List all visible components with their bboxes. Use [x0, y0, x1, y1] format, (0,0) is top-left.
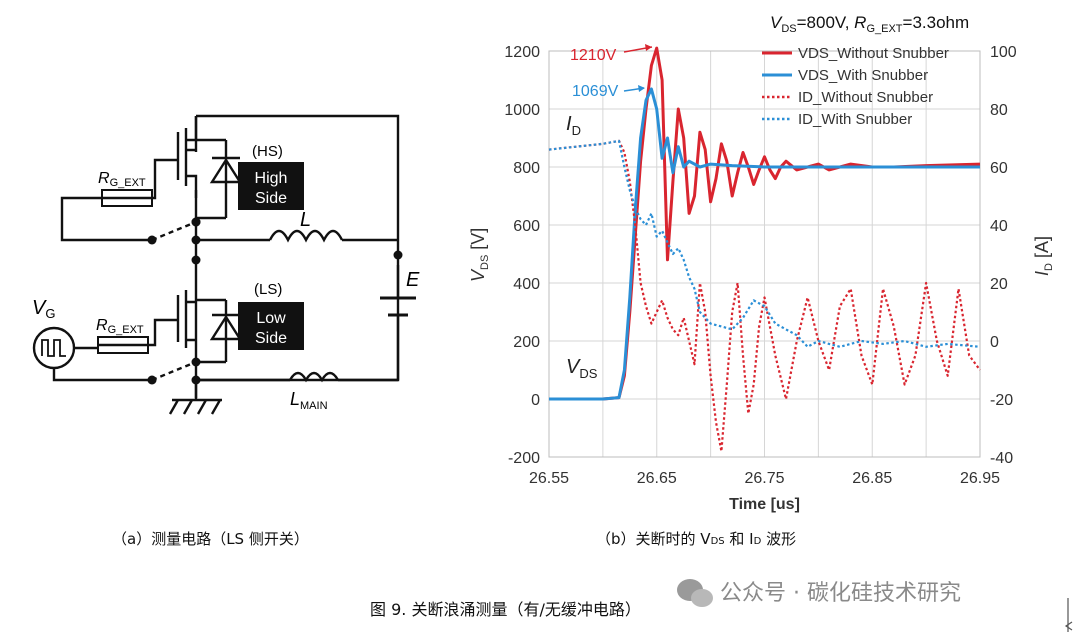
chart-title: VDS=800V, RG_EXT=3.3ohm: [770, 13, 969, 35]
vg-label: VG: [32, 297, 55, 321]
inductor-l-label: L: [300, 209, 311, 231]
peak-label-with-snubber: 1069V: [572, 83, 619, 100]
x-tick-label: 26.55: [529, 470, 569, 487]
caption-a: （a）测量电路（LS 侧开关）: [112, 530, 309, 548]
ls-box-line1: Low: [256, 310, 286, 327]
y-right-tick-label: 20: [990, 276, 1008, 293]
figure-caption: 图 9. 关断浪涌测量（有/无缓冲电路）: [370, 600, 641, 619]
x-tick-label: 26.85: [852, 470, 892, 487]
y-left-tick-label: 1200: [504, 44, 540, 61]
ls-box-line2: Side: [255, 330, 287, 347]
y-right-tick-label: -40: [990, 450, 1013, 467]
legend-entry: VDS_With Snubber: [798, 67, 928, 84]
legend-entry: ID_Without Snubber: [798, 89, 933, 106]
wechat-icon: [677, 579, 713, 607]
y-right-tick-label: -20: [990, 392, 1013, 409]
y-right-tick-label: 100: [990, 44, 1017, 61]
y-left-tick-label: -200: [508, 450, 540, 467]
circuit-diagram: [32, 114, 416, 415]
y-right-tick-label: 40: [990, 218, 1008, 235]
ls-label: (LS): [254, 281, 282, 298]
corner-arrow-icon: [1064, 598, 1073, 632]
y-left-tick-label: 600: [513, 218, 540, 235]
source-e-label: E: [406, 269, 420, 291]
hs-label: (HS): [252, 143, 283, 160]
ls-mosfet: [176, 290, 196, 348]
hs-box: [238, 162, 304, 210]
hs-box-line2: Side: [255, 190, 287, 207]
y-right-tick-label: 80: [990, 102, 1008, 119]
chart-legend: VDS_Without Snubber VDS_With Snubber ID_Wi…: [762, 45, 949, 128]
peak-arrowhead-without: [645, 44, 652, 51]
inductor-l: [268, 229, 344, 243]
x-tick-label: 26.65: [637, 470, 677, 487]
series-line-id-without-snubber: [548, 139, 981, 453]
hs-diode: [196, 138, 243, 220]
id-annotation: ID: [566, 113, 581, 138]
ls-box: [238, 302, 304, 350]
ground-symbol: [168, 380, 222, 415]
caption-b: （b）关断时的 VDS 和 ID 波形: [596, 530, 796, 548]
y-left-tick-label: 200: [513, 334, 540, 351]
series-line-vds-with-snubber: [549, 87, 980, 401]
rg-hs-label: RG_EXT: [98, 170, 146, 189]
legend-entry: ID_With Snubber: [798, 111, 912, 128]
lmain-label: LMAIN: [290, 389, 328, 412]
y-left-tick-label: 1000: [504, 102, 540, 119]
plot-frame: [548, 50, 981, 458]
x-axis-label: Time [us]: [729, 496, 800, 513]
watermark: 公众号 · 碳化硅技术研究: [677, 579, 961, 607]
rg-ls-label: RG_EXT: [96, 317, 144, 336]
y-right-tick-label: 60: [990, 160, 1008, 177]
ls-gate-resistor: [97, 336, 149, 354]
series-line-id-with-snubber: [548, 139, 981, 348]
watermark-text: 公众号 · 碳化硅技术研究: [720, 581, 961, 606]
vds-annotation: VDS: [566, 356, 598, 381]
y-left-tick-label: 0: [531, 392, 540, 409]
inductor-lmain: [288, 371, 340, 383]
hs-mosfet: [176, 116, 198, 198]
legend-entry: VDS_Without Snubber: [798, 45, 949, 62]
peak-arrowhead-with: [638, 85, 645, 92]
x-tick-label: 26.95: [960, 470, 1000, 487]
hs-box-line1: High: [255, 170, 288, 187]
y-right-axis-label: ID [A]: [1032, 236, 1055, 276]
waveform-chart: 26.55 26.65 26.75 26.85 26.95-20002004006008…: [468, 13, 1055, 513]
y-left-tick-label: 400: [513, 276, 540, 293]
hs-gate-resistor: [101, 189, 153, 207]
top-rail-wire: [196, 114, 400, 265]
peak-label-without-snubber: 1210V: [570, 47, 617, 64]
x-tick-label: 26.75: [744, 470, 784, 487]
y-left-tick-label: 800: [513, 160, 540, 177]
y-left-axis-label: VDS [V]: [468, 228, 491, 282]
y-right-tick-label: 0: [990, 334, 999, 351]
